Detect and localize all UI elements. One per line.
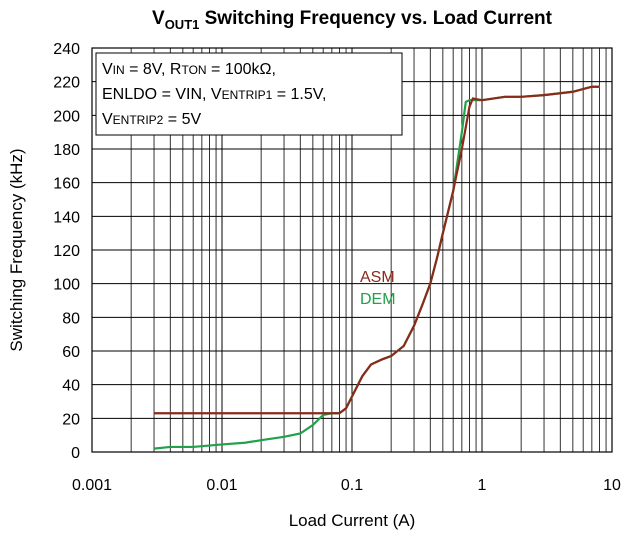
annotation-part: ENLDO = VIN, V bbox=[102, 86, 222, 103]
annotation-part: = 5V bbox=[163, 111, 201, 128]
y-tick-label: 200 bbox=[53, 108, 80, 125]
x-tick-label: 0.01 bbox=[206, 477, 237, 494]
annotation-part: = 100kΩ, bbox=[207, 61, 276, 78]
y-tick-label: 60 bbox=[62, 344, 80, 361]
y-tick-label: 140 bbox=[53, 209, 80, 226]
legend-label: ASM bbox=[360, 269, 395, 286]
x-tick-label: 0.001 bbox=[72, 477, 112, 494]
y-tick-label: 120 bbox=[53, 243, 80, 260]
annotation-part: IN bbox=[113, 63, 125, 77]
title-part: OUT1 bbox=[165, 17, 200, 32]
x-tick-label: 0.1 bbox=[341, 477, 363, 494]
chart-title: VOUT1 Switching Frequency vs. Load Curre… bbox=[152, 8, 553, 32]
y-tick-label: 80 bbox=[62, 310, 80, 327]
title-part: V bbox=[152, 8, 165, 29]
annotation-part: V bbox=[102, 61, 113, 78]
y-tick-label: 20 bbox=[62, 411, 80, 428]
annotation-part: TON bbox=[181, 63, 206, 77]
annotation-part: = 8V, R bbox=[125, 61, 182, 78]
annotation-line: VENTRIP2 = 5V bbox=[102, 111, 201, 128]
title-part: Switching Frequency vs. Load Current bbox=[199, 8, 552, 29]
annotation-part: = 1.5V, bbox=[272, 86, 326, 103]
x-tick-label: 1 bbox=[478, 477, 487, 494]
annotation-line: VIN = 8V, RTON = 100kΩ, bbox=[102, 61, 276, 78]
annotation-line: ENLDO = VIN, VENTRIP1 = 1.5V, bbox=[102, 86, 326, 103]
annotation-part: ENTRIP1 bbox=[222, 88, 273, 102]
series-line bbox=[154, 85, 600, 415]
annotation-part: V bbox=[102, 111, 113, 128]
y-tick-label: 40 bbox=[62, 378, 80, 395]
x-axis-label: Load Current (A) bbox=[289, 511, 416, 530]
y-tick-label: 100 bbox=[53, 277, 80, 294]
legend-label: DEM bbox=[360, 291, 396, 308]
x-tick-label: 10 bbox=[603, 477, 621, 494]
annotation-box bbox=[95, 52, 403, 136]
y-tick-label: 180 bbox=[53, 142, 80, 159]
y-tick-label: 160 bbox=[53, 176, 80, 193]
y-axis-label: Switching Frequency (kHz) bbox=[7, 148, 26, 351]
plot-border bbox=[91, 47, 613, 453]
y-tick-label: 240 bbox=[53, 41, 80, 58]
y-tick-label: 220 bbox=[53, 75, 80, 92]
y-tick-label: 0 bbox=[71, 445, 80, 462]
annotation-part: ENTRIP2 bbox=[113, 113, 164, 127]
